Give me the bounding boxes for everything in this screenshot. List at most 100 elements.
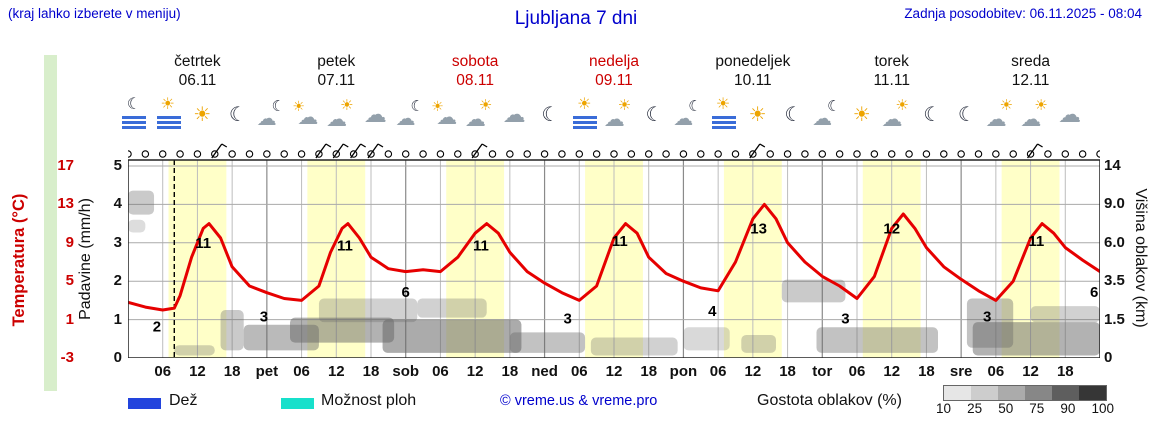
- wind-calm-icon: [731, 150, 740, 158]
- x-tick: 12: [883, 363, 901, 380]
- cloud-patch: [128, 219, 146, 233]
- temp-point-label: 11: [195, 235, 211, 252]
- wind-calm-icon: [1078, 150, 1087, 158]
- legend-rain-swatch: [128, 398, 161, 409]
- wind-calm-icon: [1009, 150, 1017, 158]
- day-name: torek: [874, 53, 909, 70]
- temp-point-label: 11: [1028, 233, 1044, 250]
- wind-calm-icon: [627, 150, 636, 158]
- temp-point-label: 3: [983, 309, 991, 326]
- cloud-patch: [972, 322, 1100, 356]
- moon-icon: ☾: [228, 104, 247, 126]
- wind-barb-icon: [377, 143, 384, 148]
- wind-calm-icon: [128, 150, 132, 158]
- wind-calm-icon: [679, 150, 688, 158]
- wind-calm-icon: [835, 150, 844, 158]
- cloud-density-label: Gostota oblakov (%): [757, 392, 902, 409]
- wind-calm-icon: [887, 150, 896, 158]
- sun-cloud-icon: ☀ ☁: [985, 97, 1014, 131]
- temp-point-label: 6: [402, 284, 410, 301]
- wind-barb-icon: [749, 143, 761, 159]
- wind-calm-icon: [974, 150, 983, 158]
- wind-calm-icon: [280, 150, 288, 158]
- wind-calm-icon: [905, 150, 913, 158]
- sun-cloud-icon: ☀ ☁: [1020, 97, 1048, 131]
- x-tick: 06: [293, 363, 310, 380]
- x-tick: pet: [255, 363, 279, 380]
- sun-cloud-icon: ☀ ☁: [464, 97, 493, 131]
- temp-point-label: 3: [260, 309, 268, 326]
- temp-tick: 5: [65, 272, 74, 290]
- x-tick: ned: [531, 363, 558, 380]
- fog-lines: [711, 126, 736, 129]
- cloud-icon: ☁: [502, 101, 526, 127]
- wind-calm-icon: [263, 150, 271, 158]
- moon-icon: ☾: [541, 104, 560, 126]
- moon-icon: ☾: [957, 104, 976, 126]
- copyright-links[interactable]: © vreme.us & vreme.pro: [500, 393, 658, 409]
- fog-sun-icon: ☀: [153, 97, 185, 133]
- precip-tick: 2: [113, 272, 122, 290]
- temp-tick: 17: [57, 157, 74, 174]
- cloud-patch: [741, 334, 776, 353]
- x-tick: 06: [709, 363, 727, 380]
- meteogram-chart: 2 11 3 11 6 11 3 11 4 13 3 12 3 11 6: [128, 143, 1100, 358]
- x-tick: 06: [848, 363, 866, 380]
- temperature-curve: [128, 202, 1100, 312]
- wind-calm-icon: [176, 150, 184, 158]
- wind-calm-icon: [940, 150, 948, 158]
- moon-icon: ☾: [923, 104, 942, 126]
- sun-icon: ☀: [852, 104, 871, 126]
- x-tick: 18: [918, 363, 935, 380]
- page-title: Ljubljana 7 dni: [514, 8, 638, 29]
- density-tick: 50: [998, 401, 1014, 416]
- sun-cloud-icon: ☀ ☁: [326, 97, 354, 131]
- wind-barb-icon: [221, 143, 228, 148]
- wind-calm-icon: [454, 150, 462, 158]
- cloud-patch: [128, 190, 155, 215]
- temp-tick: 9: [65, 233, 74, 251]
- moon-fog-icon: ☾: [118, 97, 150, 133]
- cloud-tick: 3.5: [1104, 272, 1125, 290]
- fog-lines: [156, 126, 181, 129]
- day-name: sreda: [1011, 53, 1050, 70]
- wind-calm-icon: [697, 150, 705, 158]
- precip-tick: 3: [113, 233, 122, 251]
- wind-calm-icon: [992, 150, 1000, 158]
- x-tick: 18: [779, 363, 796, 380]
- density-tick: 90: [1060, 401, 1076, 416]
- x-tick: 06: [987, 363, 1005, 380]
- cloud-icon: ☁: [1058, 101, 1082, 127]
- wind-barb-icon: [211, 143, 223, 159]
- sun-icon: ☀: [193, 104, 212, 126]
- day-date: 09.11: [595, 72, 633, 89]
- temp-point-label: 4: [708, 303, 717, 320]
- fog-lines: [121, 126, 146, 129]
- wind-calm-icon: [957, 150, 965, 158]
- wind-barb-icon: [342, 143, 349, 148]
- cloud-tick: 14: [1104, 157, 1121, 174]
- x-tick: tor: [812, 363, 833, 380]
- fog-lines: [711, 116, 736, 119]
- fog-lines: [573, 121, 598, 124]
- x-tick: 12: [466, 363, 484, 380]
- legend-showers-label: Možnost ploh: [321, 392, 417, 409]
- wind-calm-icon: [193, 150, 202, 158]
- x-tick: 12: [744, 363, 762, 380]
- cloud-sun-icon: ☀ ☁: [292, 98, 319, 129]
- density-tick: 100: [1091, 401, 1114, 416]
- cloud-patch: [290, 317, 395, 343]
- wind-calm-icon: [662, 150, 670, 158]
- temp-point-label: 11: [473, 238, 489, 255]
- fog-lines: [156, 121, 181, 124]
- wind-barb-icon: [367, 143, 379, 159]
- wind-calm-icon: [401, 150, 410, 158]
- wind-calm-icon: [592, 150, 601, 158]
- location-hint: (kraj lahko izberete v meniju): [8, 6, 181, 21]
- fog-sun-icon: ☀: [708, 97, 740, 133]
- wind-calm-icon: [783, 150, 792, 158]
- wind-calm-icon: [158, 150, 167, 158]
- moon-cloud-icon: ☾ ☁: [395, 98, 424, 130]
- fog-lines: [121, 121, 146, 124]
- temperature-axis-label: Temperatura (°C): [10, 193, 28, 327]
